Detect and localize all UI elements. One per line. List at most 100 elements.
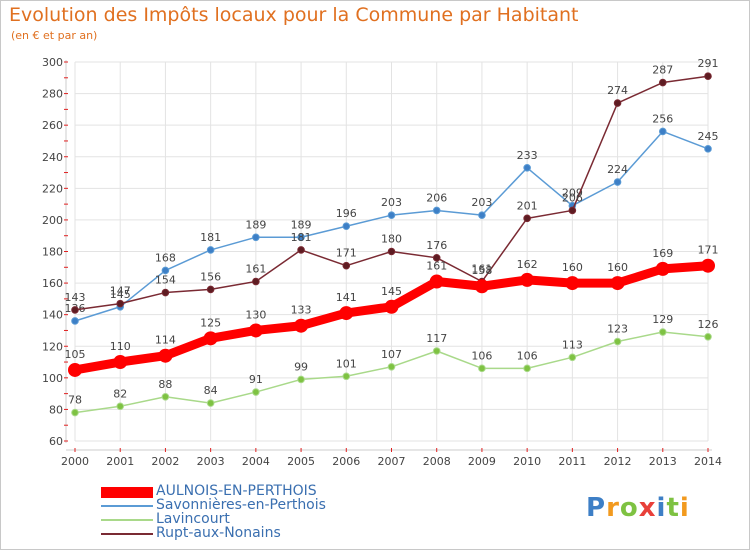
data-point	[68, 362, 82, 377]
proxiti-logo: Proxiti	[586, 493, 690, 523]
data-label: 143	[65, 291, 86, 304]
data-point	[655, 261, 670, 276]
x-tick-label: 2010	[513, 455, 541, 468]
data-label: 161	[426, 260, 447, 273]
data-point	[432, 347, 441, 355]
x-tick-label: 2006	[332, 455, 360, 468]
data-label: 106	[517, 349, 538, 362]
data-label: 181	[291, 231, 312, 244]
x-tick-label: 2000	[61, 455, 89, 468]
data-point	[384, 299, 399, 314]
line-chart: 60 80 100 120 140 160 180 200 220 240 260 280 300 200…	[42, 56, 722, 468]
data-label: 156	[200, 270, 221, 283]
data-label: 91	[249, 373, 263, 386]
y-tick-label: 80	[49, 403, 63, 416]
data-point	[568, 206, 577, 215]
x-tick-label: 2007	[378, 455, 406, 468]
x-tick-label: 2014	[694, 455, 722, 468]
data-label: 245	[698, 130, 719, 143]
data-label: 201	[517, 199, 538, 212]
data-label: 203	[381, 196, 402, 209]
data-label: 125	[200, 316, 221, 329]
legend-swatch	[101, 505, 153, 507]
data-label: 291	[698, 57, 719, 70]
y-tick-label: 140	[42, 309, 63, 322]
data-label: 206	[562, 191, 583, 204]
data-point	[297, 246, 305, 254]
data-point	[71, 408, 79, 417]
data-label: 145	[381, 285, 402, 298]
x-tick-label: 2003	[197, 455, 225, 468]
data-point	[161, 266, 170, 275]
logo-letter: x	[638, 493, 657, 523]
data-label: 145	[110, 288, 131, 301]
y-tick-label: 60	[49, 435, 63, 448]
data-point	[206, 285, 215, 294]
data-point	[478, 211, 486, 219]
data-point	[297, 233, 305, 242]
data-label: 123	[607, 323, 628, 336]
data-point	[613, 337, 622, 346]
data-point	[116, 402, 125, 411]
data-label: 196	[336, 207, 357, 220]
data-label: 189	[245, 218, 266, 231]
logo-letter: o	[619, 493, 639, 523]
data-point	[252, 388, 260, 396]
data-point	[248, 323, 263, 338]
data-label: 256	[652, 112, 673, 125]
data-label: 161	[245, 263, 266, 276]
chart-title: Evolution des Impôts locaux pour la Comm…	[9, 4, 579, 26]
data-point	[701, 258, 715, 273]
x-tick-label: 2001	[106, 455, 134, 468]
data-point	[206, 399, 215, 407]
data-point	[71, 306, 79, 314]
x-tick-label: 2012	[604, 455, 632, 468]
data-point	[658, 127, 667, 136]
data-point	[206, 246, 215, 254]
data-label: 106	[471, 349, 492, 362]
data-point	[339, 306, 354, 321]
data-label: 141	[336, 291, 357, 304]
legend-swatch	[101, 533, 153, 535]
data-label: 99	[294, 360, 308, 373]
data-point	[71, 317, 79, 325]
data-label: 206	[426, 191, 447, 204]
legend-swatch	[101, 487, 153, 498]
data-point	[704, 332, 712, 341]
data-point	[565, 276, 580, 291]
logo-letter: i	[656, 493, 667, 523]
data-point	[478, 364, 486, 373]
data-label: 126	[698, 318, 719, 331]
data-label: 162	[517, 258, 538, 271]
data-point	[523, 164, 531, 172]
data-point	[613, 178, 622, 186]
y-tick-label: 120	[42, 340, 63, 353]
x-tick-label: 2002	[151, 455, 179, 468]
y-tick-label: 160	[42, 277, 63, 290]
logo-letter: i	[679, 493, 690, 523]
data-point	[161, 288, 170, 297]
data-point	[613, 99, 622, 107]
data-label: 160	[562, 261, 583, 274]
x-tick-label: 2009	[468, 455, 496, 468]
y-tick-label: 300	[42, 56, 63, 69]
data-label: 133	[291, 304, 312, 317]
data-label: 274	[607, 84, 628, 97]
legend-label: AULNOIS-EN-PERTHOIS	[156, 483, 317, 499]
data-point	[658, 328, 667, 336]
data-label: 171	[698, 244, 719, 257]
y-tick-label: 100	[42, 372, 63, 385]
legend-label: Rupt-aux-Nonains	[156, 525, 281, 541]
data-label: 130	[245, 308, 266, 321]
data-point	[203, 331, 218, 346]
data-point	[342, 261, 351, 270]
data-label: 78	[68, 394, 82, 407]
data-label: 181	[200, 231, 221, 244]
data-point	[520, 272, 535, 287]
data-point	[387, 362, 396, 371]
x-tick-label: 2008	[423, 455, 451, 468]
data-label: 224	[607, 163, 628, 176]
data-point	[610, 276, 625, 291]
data-label: 114	[155, 334, 176, 347]
x-tick-label: 2005	[287, 455, 315, 468]
